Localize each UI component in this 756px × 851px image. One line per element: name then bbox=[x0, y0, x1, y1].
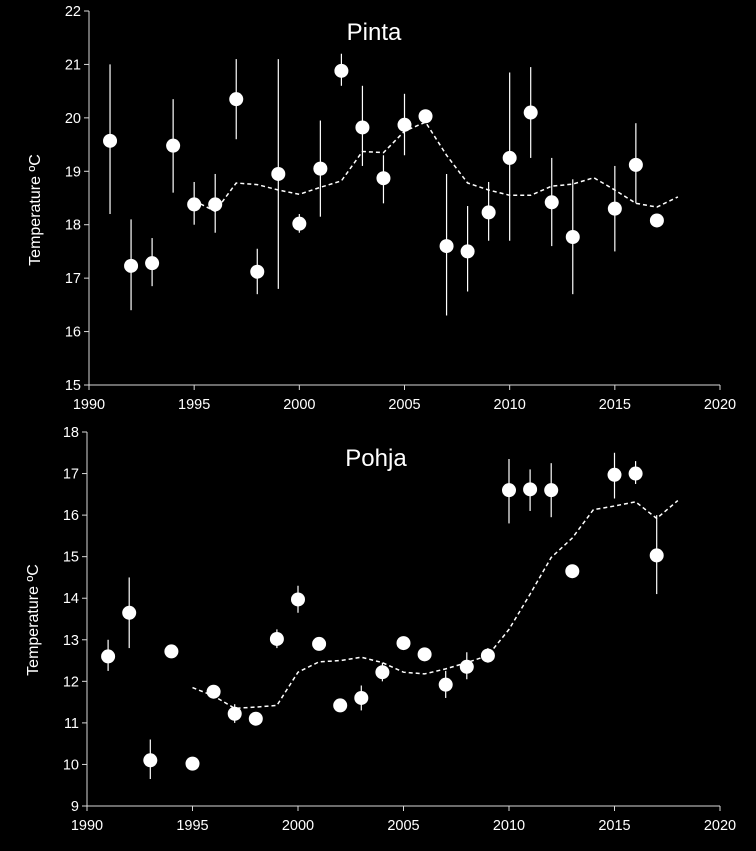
data-point bbox=[103, 133, 118, 148]
x-tick-label: 2020 bbox=[704, 397, 736, 413]
y-tick-label: 10 bbox=[63, 757, 79, 773]
y-tick-label: 18 bbox=[65, 218, 81, 234]
y-tick-label: 17 bbox=[63, 467, 79, 483]
y-tick-label: 12 bbox=[63, 674, 79, 690]
y-tick-label: 14 bbox=[63, 591, 79, 607]
data-point bbox=[417, 647, 432, 662]
data-point bbox=[628, 466, 643, 481]
data-point bbox=[208, 197, 223, 212]
data-point bbox=[164, 644, 179, 659]
data-point bbox=[565, 230, 580, 245]
data-point bbox=[124, 258, 139, 273]
data-point bbox=[481, 205, 496, 220]
data-point bbox=[334, 63, 349, 78]
data-point bbox=[397, 117, 412, 132]
data-point bbox=[502, 150, 517, 165]
data-point bbox=[313, 161, 328, 176]
x-tick-label: 2005 bbox=[388, 397, 420, 413]
data-point bbox=[607, 201, 622, 216]
data-point bbox=[355, 120, 370, 135]
data-point bbox=[229, 92, 244, 107]
y-tick-label: 20 bbox=[65, 111, 81, 127]
data-point bbox=[122, 605, 137, 620]
y-tick-label: 22 bbox=[65, 4, 81, 20]
data-point bbox=[375, 665, 390, 680]
data-point bbox=[248, 711, 263, 726]
x-tick-label: 1995 bbox=[178, 397, 210, 413]
trend-line bbox=[192, 500, 679, 710]
y-tick-label: 16 bbox=[65, 325, 81, 341]
y-axis-label: Temperature ºC bbox=[25, 564, 42, 676]
data-point bbox=[544, 195, 559, 210]
data-point bbox=[292, 216, 307, 231]
x-tick-label: 2005 bbox=[387, 818, 419, 834]
x-tick-label: 1990 bbox=[73, 397, 105, 413]
x-tick-label: 1995 bbox=[176, 818, 208, 834]
data-point bbox=[250, 264, 265, 279]
data-point bbox=[439, 239, 454, 254]
y-tick-label: 19 bbox=[65, 164, 81, 180]
y-tick-label: 16 bbox=[63, 508, 79, 524]
data-point bbox=[354, 690, 369, 705]
data-point bbox=[145, 256, 160, 271]
data-point bbox=[459, 659, 474, 674]
data-point bbox=[544, 483, 559, 498]
chart-panel-pohja: Pohja Temperature ºC 9 10 11 12 13 14 15 16 17 18… bbox=[25, 425, 736, 834]
data-point bbox=[376, 171, 391, 186]
y-tick-label: 18 bbox=[63, 425, 79, 441]
y-tick-label: 15 bbox=[63, 550, 79, 566]
data-point bbox=[227, 706, 242, 721]
x-tick-label: 2015 bbox=[599, 397, 631, 413]
data-point bbox=[438, 677, 453, 692]
data-point bbox=[649, 213, 664, 228]
trend-line bbox=[193, 121, 679, 213]
data-point bbox=[333, 698, 348, 713]
y-tick-label: 9 bbox=[71, 799, 79, 815]
data-point bbox=[607, 467, 622, 482]
data-point bbox=[523, 105, 538, 120]
y-tick-label: 11 bbox=[64, 716, 79, 732]
data-point bbox=[187, 197, 202, 212]
data-point bbox=[206, 684, 221, 699]
data-point bbox=[502, 483, 516, 498]
x-tick-label: 2010 bbox=[494, 397, 526, 413]
data-point bbox=[166, 138, 181, 153]
data-point bbox=[396, 636, 411, 651]
data-point bbox=[143, 753, 158, 768]
data-point bbox=[460, 244, 475, 259]
x-tick-label: 2000 bbox=[282, 818, 314, 834]
y-tick-label: 17 bbox=[65, 271, 81, 287]
data-point bbox=[271, 166, 286, 181]
y-tick-label: 13 bbox=[63, 633, 79, 649]
data-point bbox=[628, 157, 643, 172]
chart-panel-pinta: Pinta Temperature ºC 15 16 17 18 19 20 21 22 199… bbox=[27, 4, 736, 413]
data-point bbox=[185, 756, 200, 771]
x-tick-label: 2015 bbox=[598, 818, 630, 834]
x-tick-label: 2000 bbox=[283, 397, 315, 413]
y-axis-label: Temperature ºC bbox=[27, 154, 44, 266]
data-point bbox=[101, 649, 116, 664]
data-point bbox=[649, 548, 664, 563]
x-tick-label: 2010 bbox=[493, 818, 525, 834]
data-point bbox=[291, 592, 305, 607]
y-tick-label: 21 bbox=[65, 57, 81, 73]
x-tick-label: 1990 bbox=[71, 818, 103, 834]
data-point bbox=[269, 631, 284, 646]
panel-title: Pohja bbox=[345, 445, 407, 472]
data-point bbox=[523, 482, 538, 497]
data-point bbox=[480, 648, 495, 663]
panel-title: Pinta bbox=[347, 19, 402, 46]
data-point bbox=[565, 564, 580, 579]
data-point bbox=[418, 109, 433, 124]
y-tick-label: 15 bbox=[65, 378, 81, 394]
data-point bbox=[312, 636, 327, 651]
x-tick-label: 2020 bbox=[704, 818, 736, 834]
